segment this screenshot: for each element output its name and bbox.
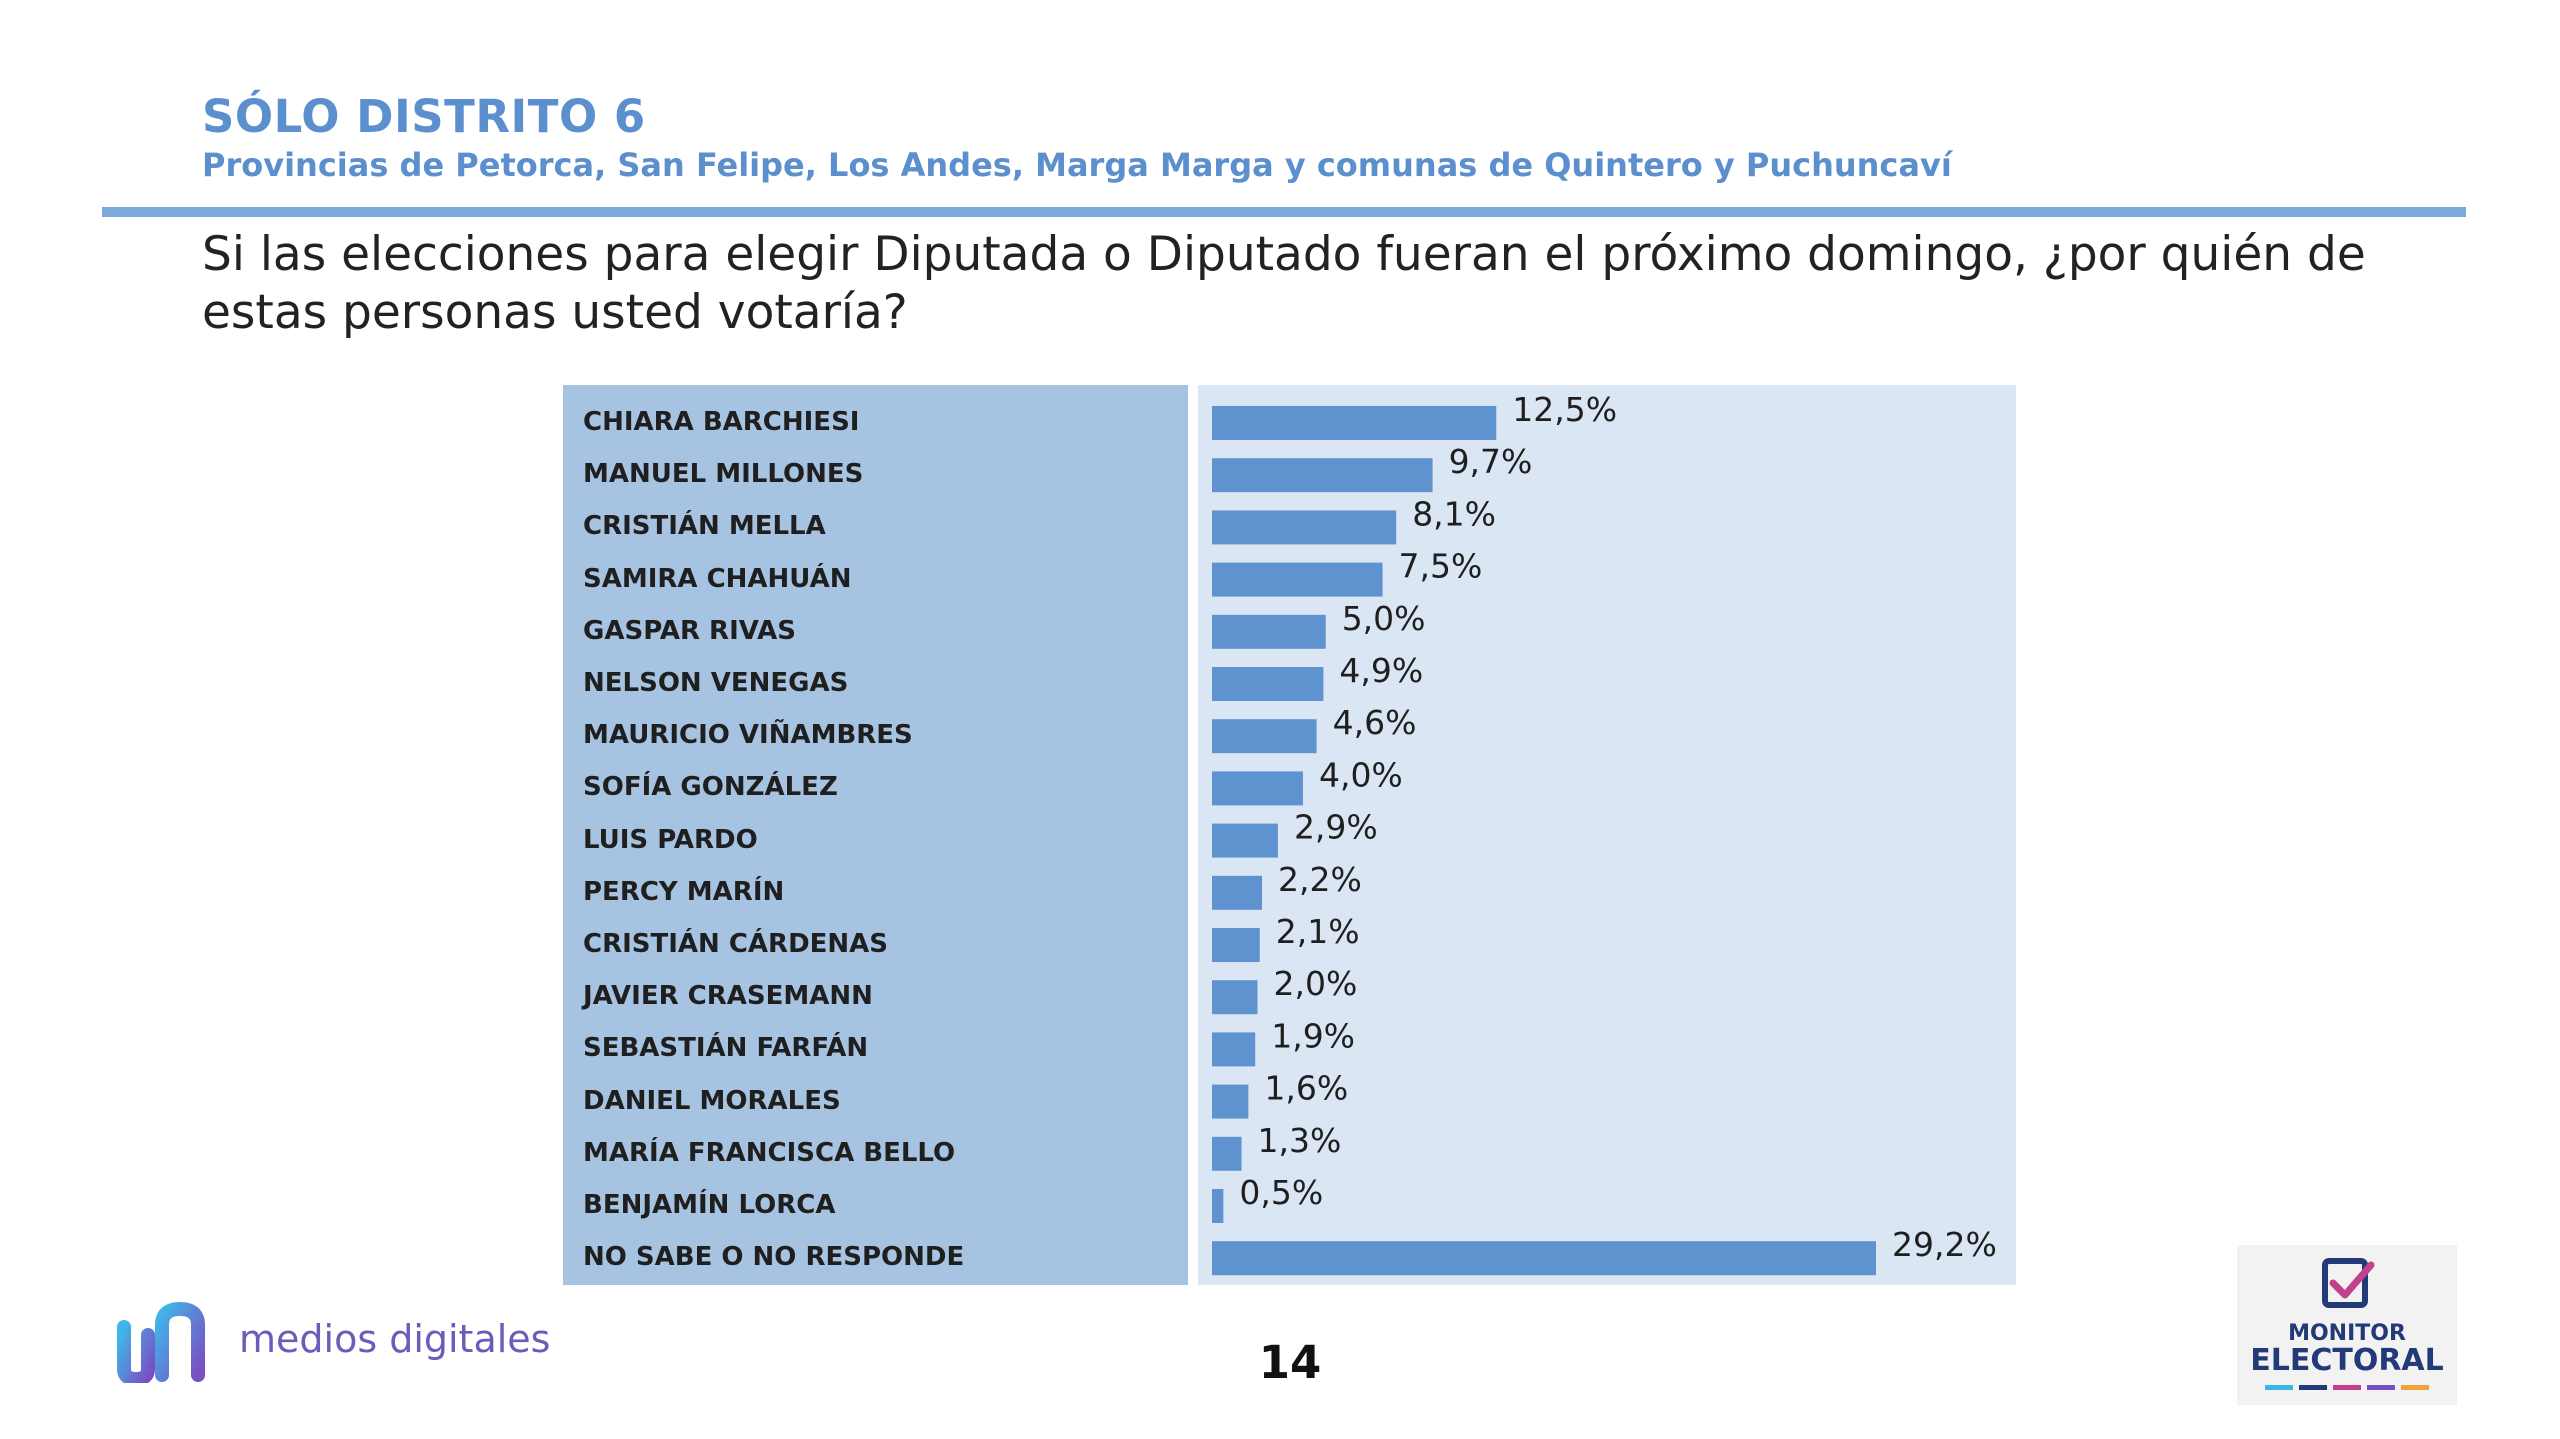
bar-value-label: 2,0% [1273,964,1357,1003]
bar-value-label: 1,3% [1258,1121,1342,1160]
section-subtitle: Provincias de Petorca, San Felipe, Los A… [202,146,1952,184]
bar-value-label: 0,5% [1239,1173,1323,1212]
category-label: BENJAMÍN LORCA [583,1190,836,1220]
category-label: SEBASTIÁN FARFÁN [583,1033,869,1064]
category-label: NELSON VENEGAS [583,668,849,698]
bar-value-label: 4,9% [1339,651,1423,690]
bar [1212,980,1258,1015]
bar [1212,562,1383,597]
bar [1212,510,1397,545]
bar [1212,1189,1224,1223]
bar-value-label: 8,1% [1412,494,1496,533]
bar-value-label: 1,6% [1264,1069,1348,1108]
category-label: JAVIER CRASEMANN [583,981,873,1012]
bar [1212,771,1303,806]
bar-value-label: 29,2% [1892,1225,1997,1264]
category-label: LUIS PARDO [583,824,758,855]
category-label: CRISTIÁN MELLA [583,511,826,542]
bar [1212,719,1317,754]
bar-value-label: 2,9% [1294,808,1378,847]
brand-name: medios digitales [239,1317,551,1361]
bar [1212,1136,1242,1171]
category-label: MANUEL MILLONES [583,459,864,490]
category-label: CHIARA BARCHIESI [583,407,860,437]
category-label: PERCY MARÍN [583,876,785,907]
medios-digitales-icon [117,1301,205,1387]
ballot-check-icon [2322,1258,2375,1308]
monitor-electoral-logo: MONITOR ELECTORAL [2237,1245,2457,1405]
section-title: SÓLO DISTRITO 6 [202,90,646,143]
bar-value-label: 12,5% [1512,390,1617,429]
bar-value-label: 2,1% [1276,912,1360,951]
bar [1212,1032,1256,1067]
bar [1212,614,1326,649]
logo-line-electoral: ELECTORAL [2250,1343,2444,1378]
bar-value-label: 5,0% [1342,599,1426,638]
survey-question: Si las elecciones para elegir Diputada o… [202,227,2366,340]
category-label: GASPAR RIVAS [583,615,796,646]
bar [1212,823,1278,858]
category-label: MAURICIO VIÑAMBRES [583,720,913,751]
bar-value-label: 2,2% [1278,860,1362,899]
bar [1212,928,1260,962]
bar-value-label: 4,6% [1333,703,1417,742]
bar [1212,667,1324,701]
header-divider [102,207,2466,217]
bar [1212,1241,1876,1276]
category-label: DANIEL MORALES [583,1085,841,1116]
category-label: MARÍA FRANCISCA BELLO [583,1137,956,1168]
category-label: SOFÍA GONZÁLEZ [583,772,838,803]
bar [1212,1084,1249,1119]
bar-value-label: 9,7% [1449,442,1533,481]
category-label: NO SABE O NO RESPONDE [583,1242,965,1273]
medios-digitales-logo: medios digitales [114,1297,554,1387]
page-number: 14 [1258,1336,1322,1389]
category-label: SAMIRA CHAHUÁN [583,563,852,594]
bar [1212,458,1433,493]
logo-color-dashes [2265,1385,2429,1390]
category-label-panel [563,385,1188,1285]
logo-line-monitor: MONITOR [2288,1321,2406,1346]
bar [1212,406,1497,440]
bar [1212,875,1263,910]
bar-value-label: 7,5% [1399,547,1483,586]
category-label: CRISTIÁN CÁRDENAS [583,929,889,959]
bar-value-label: 4,0% [1319,755,1403,794]
bar-value-label: 1,9% [1271,1016,1355,1055]
